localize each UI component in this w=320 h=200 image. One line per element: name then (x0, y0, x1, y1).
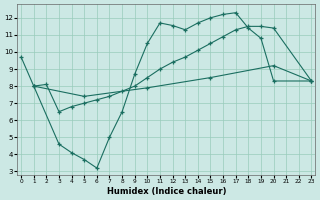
X-axis label: Humidex (Indice chaleur): Humidex (Indice chaleur) (107, 187, 226, 196)
